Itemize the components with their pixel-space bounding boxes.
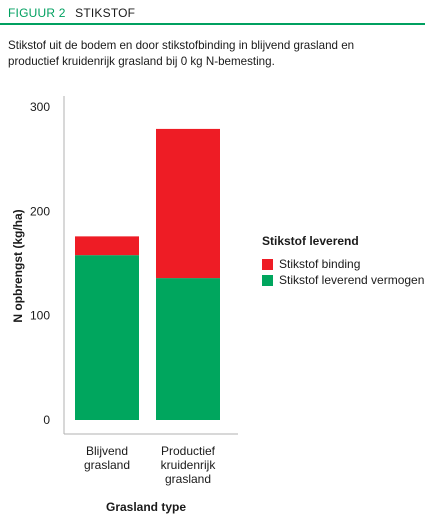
figure-title: STIKSTOF <box>75 6 136 20</box>
figure-subtitle: Stikstof uit de bodem en door stikstofbi… <box>8 39 355 68</box>
legend-swatch-vermogen <box>262 274 273 286</box>
legend-title: Stikstof leverend <box>262 234 359 248</box>
bar-binding <box>156 128 220 279</box>
y-tick-label: 100 <box>30 309 50 323</box>
figure-header: FIGUUR 2 STIKSTOF <box>8 6 135 20</box>
legend-label-binding: Stikstof binding <box>279 257 361 271</box>
y-tick-label: 300 <box>30 100 50 114</box>
figure-label: FIGUUR 2 <box>8 6 66 20</box>
legend-item-binding: Stikstof binding <box>262 256 424 272</box>
chart-axes <box>63 96 238 435</box>
legend-label-vermogen: Stikstof leverend vermogen <box>279 273 425 287</box>
bar-vermogen <box>75 255 139 420</box>
x-tick-label: Blijvend grasland <box>84 444 130 472</box>
y-tick-label: 200 <box>30 204 50 218</box>
bar-group <box>75 128 220 420</box>
legend: Stikstof leverend Stikstof binding Stiks… <box>262 234 424 288</box>
x-tick-label: Productief kruidenrijk grasland <box>161 444 217 486</box>
legend-item-vermogen: Stikstof leverend vermogen <box>262 272 424 288</box>
x-tick-labels: Blijvend grasland Productief kruidenrijk gra… <box>84 444 216 486</box>
bar-vermogen <box>156 278 220 420</box>
y-tick-labels: 0 100 200 300 <box>30 100 50 427</box>
y-axis-title: N opbrengst (kg/ha) <box>11 209 25 322</box>
x-axis-title: Grasland type <box>106 500 186 514</box>
y-tick-label: 0 <box>43 413 50 427</box>
bar-binding <box>75 236 139 256</box>
legend-swatch-binding <box>262 258 273 270</box>
header-rule <box>0 23 425 25</box>
